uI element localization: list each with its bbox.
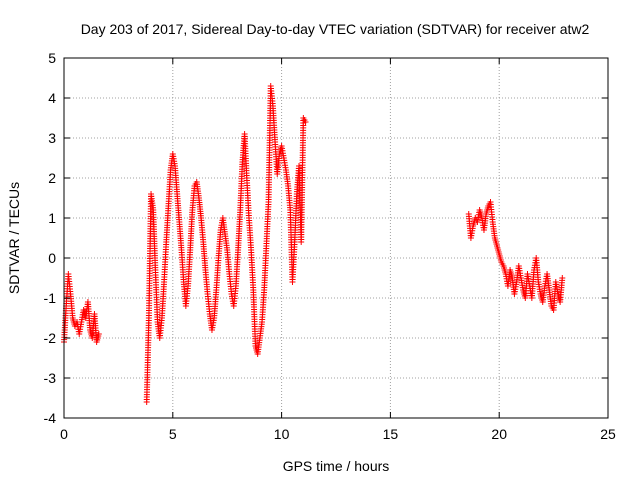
x-tick-label: 25 [600,426,616,442]
x-tick-label: 5 [169,426,177,442]
data-point [559,275,566,281]
x-axis-label: GPS time / hours [283,458,390,474]
y-tick-label: 1 [48,210,56,226]
axis-ticks: 0 5 10 15 20 25 -4 -3 -2 -1 0 1 2 3 4 5 [44,50,616,442]
y-tick-label: -2 [44,330,57,346]
y-tick-label: -1 [44,290,57,306]
y-tick-label: 0 [48,250,56,266]
y-tick-label: -3 [44,370,57,386]
y-tick-label: 4 [48,90,56,106]
x-tick-label: 20 [491,426,507,442]
x-tick-label: 10 [274,426,290,442]
data-points [61,83,566,405]
x-tick-label: 15 [383,426,399,442]
x-tick-label: 0 [60,426,68,442]
data-point [95,331,102,337]
y-tick-label: -4 [44,410,57,426]
chart-title: Day 203 of 2017, Sidereal Day-to-day VTE… [81,21,590,37]
y-axis-label: SDTVAR / TECUs [6,182,22,294]
y-tick-label: 5 [48,50,56,66]
data-point [302,119,309,125]
y-tick-label: 2 [48,170,56,186]
plot-frame [63,57,609,419]
y-tick-label: 3 [48,130,56,146]
